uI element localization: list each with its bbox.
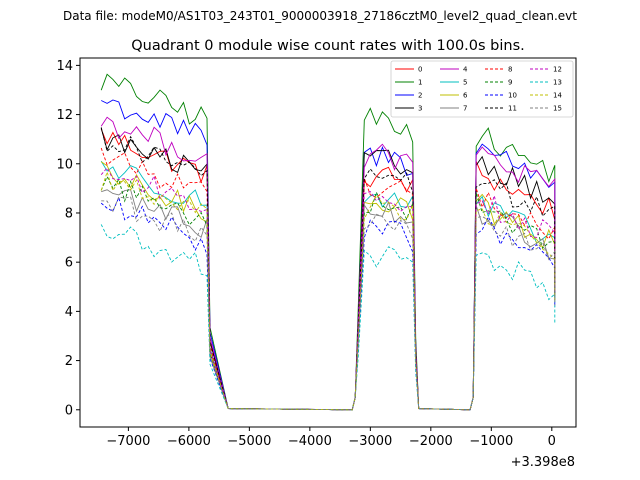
legend-label-7: 7 [463, 105, 467, 113]
chart-title: Quadrant 0 module wise count rates with … [131, 38, 525, 54]
legend-label-9: 9 [508, 79, 512, 87]
y-tick-label: 14 [56, 59, 73, 74]
legend-label-8: 8 [508, 66, 512, 74]
y-tick-label: 2 [65, 354, 73, 369]
y-tick-label: 4 [65, 305, 73, 320]
series-line-3 [100, 127, 556, 411]
legend-label-0: 0 [418, 66, 422, 74]
y-tick-label: 0 [65, 403, 73, 418]
series-line-12 [100, 167, 556, 411]
series-line-9 [100, 175, 556, 411]
x-offset-label: +3.398e8 [511, 455, 575, 470]
legend-label-3: 3 [418, 105, 422, 113]
y-tick-label: 10 [56, 157, 73, 172]
series-line-4 [100, 116, 556, 411]
legend-label-10: 10 [508, 92, 517, 100]
legend-label-4: 4 [463, 66, 468, 74]
axes-frame [79, 57, 577, 428]
legend-label-11: 11 [508, 105, 517, 113]
x-tick-label: −6000 [167, 434, 211, 449]
plot-area [100, 73, 556, 411]
x-tick-label: −4000 [288, 434, 332, 449]
series-line-10 [100, 196, 556, 411]
x-tick-label: 0 [548, 434, 556, 449]
chart-suptitle: Data file: modeM0/AS1T03_243T01_90000039… [63, 9, 577, 23]
legend-box [390, 60, 574, 118]
series-line-6 [100, 161, 556, 411]
series-line-15 [101, 196, 556, 411]
legend-label-2: 2 [418, 92, 422, 100]
y-axis: 0 2 4 6 8 10 12 14 [56, 59, 80, 418]
x-tick-label: −7000 [106, 434, 150, 449]
series-line-0 [100, 128, 556, 411]
y-tick-label: 12 [56, 108, 73, 123]
y-tick-label: 6 [65, 256, 73, 271]
series-line-2 [101, 99, 556, 411]
series-line-1 [100, 73, 556, 411]
legend-label-13: 13 [553, 79, 562, 87]
x-tick-label: −5000 [227, 434, 271, 449]
series-line-13 [100, 224, 556, 411]
x-tick-label: −2000 [409, 434, 453, 449]
series-line-14 [100, 170, 556, 411]
legend-label-12: 12 [553, 66, 562, 74]
x-axis: −7000 −6000 −5000 −4000 −3000 −2000 −1000 0 [106, 427, 556, 449]
legend-label-5: 5 [463, 79, 467, 87]
y-tick-label: 8 [65, 206, 73, 221]
x-tick-label: −3000 [348, 434, 392, 449]
legend-label-14: 14 [553, 92, 562, 100]
legend-label-6: 6 [463, 92, 468, 100]
series-line-8 [100, 147, 556, 411]
legend-label-15: 15 [553, 105, 562, 113]
legend-label-1: 1 [418, 79, 422, 87]
x-tick-label: −1000 [469, 434, 513, 449]
series-line-5 [100, 160, 556, 411]
